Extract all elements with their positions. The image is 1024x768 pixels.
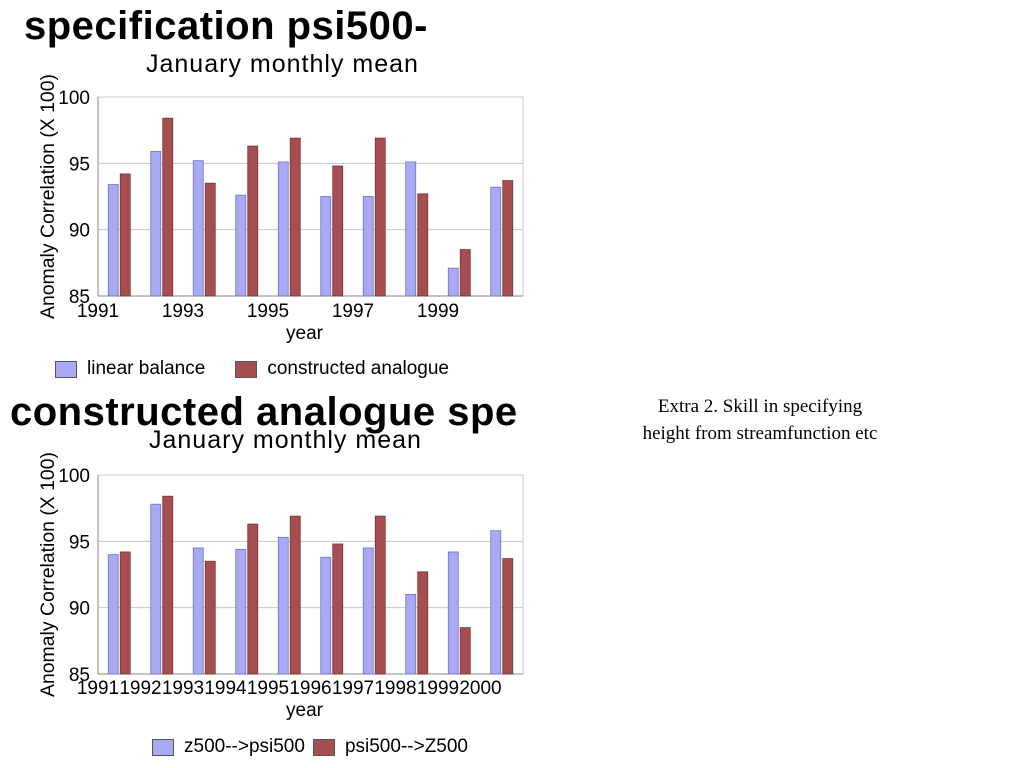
bar-2-1991 <box>119 551 131 675</box>
bar-2-1998 <box>417 571 429 675</box>
chart-legend: z500-->psi500 psi500-->Z500 <box>152 736 498 758</box>
bar-1-1994 <box>235 548 247 675</box>
bar-1-2000 <box>490 530 502 675</box>
bar-2-2000 <box>502 180 514 297</box>
bar-1-1994 <box>235 194 247 297</box>
bar-1-1998 <box>405 161 417 297</box>
x-tick-label: 2000 <box>459 678 501 699</box>
x-axis-title: year <box>286 323 324 344</box>
y-axis-title: Anomaly Correlation (X 100) <box>38 74 59 319</box>
legend-item-series-1: linear balance <box>55 358 205 380</box>
x-tick-label: 1999 <box>417 678 459 699</box>
bar-1-1995 <box>277 161 289 297</box>
caption-line: height from streamfunction etc <box>642 423 878 444</box>
y-tick-label: 85 <box>69 287 90 308</box>
bar-1-1993 <box>192 547 204 675</box>
bar-1-1999 <box>447 267 459 297</box>
bar-1-1996 <box>320 556 332 675</box>
legend-swatch <box>312 738 335 756</box>
y-axis-title: Anomaly Correlation (X 100) <box>38 452 59 697</box>
bar-1-1991 <box>107 554 119 675</box>
x-tick-label: 1995 <box>247 678 289 699</box>
legend-label: constructed analogue <box>267 358 449 379</box>
bar-chart: 85 90 95 100 1991 1993 1995 1997 1999 year Anomaly… <box>38 74 524 344</box>
x-tick-label: 1991 <box>77 301 119 322</box>
x-tick-label: 1993 <box>162 301 204 322</box>
chart-title: specification psi500- <box>24 4 428 48</box>
bar-1-2000 <box>490 186 502 297</box>
bar-2-1991 <box>119 173 131 297</box>
bar-2-1994 <box>247 523 259 675</box>
bar-2-2000 <box>502 558 514 675</box>
legend-label: z500-->psi500 <box>184 736 305 757</box>
bar-1-1998 <box>405 593 417 675</box>
plot-frame <box>97 474 524 675</box>
chart-subtitle: January monthly mean <box>149 426 422 454</box>
bar-2-1995 <box>289 137 301 297</box>
bar-2-1992 <box>162 117 174 297</box>
y-tick-label: 90 <box>69 221 90 242</box>
bar-1-1996 <box>320 196 332 297</box>
bar-1-1991 <box>107 184 119 297</box>
chart-title: constructed analogue spe <box>10 390 518 434</box>
legend-item-series-2: psi500-->Z500 <box>312 736 468 758</box>
x-tick-label: 1997 <box>332 678 374 699</box>
chart-subtitle: January monthly mean <box>146 50 419 78</box>
bar-2-1997 <box>374 137 386 297</box>
bar-1-1993 <box>192 160 204 297</box>
legend-swatch <box>152 738 174 756</box>
bar-2-1992 <box>162 495 174 675</box>
y-tick-label: 100 <box>58 466 90 487</box>
x-tick-label: 1998 <box>374 678 416 699</box>
legend-swatch <box>55 360 77 378</box>
x-tick-label: 1993 <box>162 678 204 699</box>
x-tick-label: 1994 <box>204 678 247 699</box>
legend-label: linear balance <box>87 358 206 379</box>
slide-caption: Extra 2. Skill in specifying height from… <box>600 393 920 447</box>
bar-2-1994 <box>247 145 259 297</box>
bar-2-1995 <box>289 515 301 675</box>
bar-2-1999 <box>459 249 471 297</box>
bar-2-1993 <box>204 182 216 297</box>
bar-1-1992 <box>150 150 162 297</box>
y-tick-label: 90 <box>69 599 90 620</box>
bar-2-1996 <box>332 165 344 297</box>
x-tick-label: 1999 <box>417 301 459 322</box>
x-tick-label: 1991 <box>77 678 119 699</box>
bar-1-1997 <box>362 547 374 675</box>
bar-1-1999 <box>447 551 459 675</box>
bar-1-1992 <box>150 503 162 675</box>
x-axis-title: year <box>286 700 324 721</box>
chart-panel-top: specification psi500- January monthly me… <box>0 0 560 385</box>
x-tick-label: 1996 <box>289 678 331 699</box>
legend-label: psi500-->Z500 <box>344 736 468 757</box>
x-tick-label: 1997 <box>332 301 374 322</box>
x-tick-label: 1995 <box>247 301 289 322</box>
caption-line: Extra 2. Skill in specifying <box>657 396 863 417</box>
y-tick-label: 100 <box>58 88 90 109</box>
bar-1-1995 <box>277 536 289 675</box>
legend-item-series-1: z500-->psi500 <box>152 736 305 758</box>
y-tick-label: 95 <box>69 532 90 553</box>
chart-legend: linear balance constructed analogue <box>55 358 479 380</box>
y-tick-label: 85 <box>69 665 90 686</box>
bar-1-1997 <box>362 196 374 297</box>
bar-2-1999 <box>459 627 471 675</box>
bar-2-1993 <box>204 560 216 675</box>
bar-2-1998 <box>417 193 429 297</box>
plot-frame <box>97 96 524 297</box>
legend-item-series-2: constructed analogue <box>235 358 449 380</box>
bar-2-1996 <box>332 543 344 675</box>
y-tick-label: 95 <box>69 154 90 175</box>
chart-panel-bottom: constructed analogue spe January monthly… <box>0 385 560 768</box>
legend-swatch <box>235 360 258 378</box>
x-tick-label: 1992 <box>119 678 161 699</box>
bar-2-1997 <box>374 515 386 675</box>
